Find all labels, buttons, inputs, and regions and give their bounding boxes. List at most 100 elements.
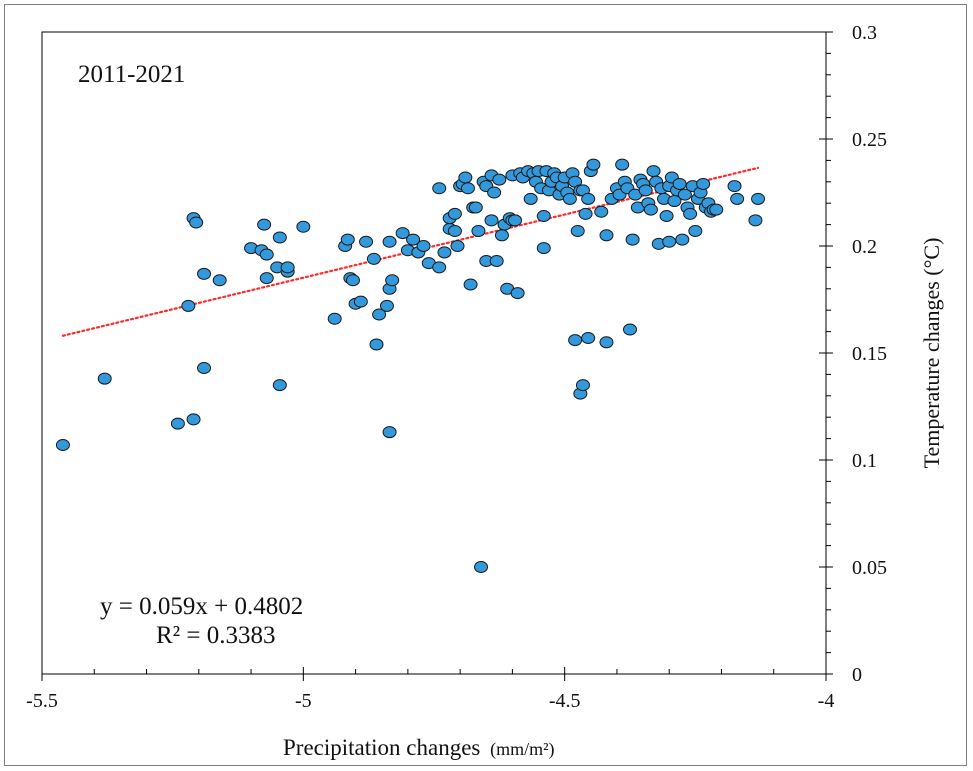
y-tick-label: 0 [852, 664, 862, 686]
data-point [599, 336, 614, 349]
data-point [197, 361, 212, 374]
x-axis-label: Precipitation changes (mm/m²) [283, 735, 555, 760]
data-point [345, 274, 360, 287]
data-point [458, 171, 473, 184]
data-point [280, 261, 295, 274]
data-point [709, 203, 724, 216]
data-point [296, 220, 311, 233]
data-point [615, 158, 630, 171]
data-point [197, 267, 212, 280]
plot-area [41, 31, 827, 675]
data-point [575, 379, 590, 392]
y-tick-label: 0.1 [852, 450, 877, 472]
y-tick-label: 0.25 [852, 129, 887, 151]
data-points [55, 158, 766, 573]
data-point [474, 561, 489, 573]
data-point [272, 379, 287, 392]
data-point [536, 210, 551, 223]
data-point [170, 417, 185, 430]
data-point [586, 158, 601, 171]
data-point [523, 192, 538, 205]
data-point [369, 338, 384, 351]
data-point [382, 426, 397, 439]
data-point [259, 248, 274, 261]
data-point [696, 177, 711, 190]
data-point [340, 233, 355, 246]
data-point [432, 182, 447, 195]
data-point [688, 225, 703, 238]
y-tick-label: 0.3 [852, 22, 877, 44]
data-point [181, 299, 196, 312]
y-axis-label: Temperature changes (°C) [919, 238, 944, 469]
data-point [189, 216, 204, 229]
x-tick-label: -4.5 [549, 690, 581, 712]
data-point [672, 177, 687, 190]
data-point [327, 312, 342, 325]
chart-title: 2011-2021 [78, 61, 185, 88]
data-point [492, 173, 507, 186]
data-point [659, 210, 674, 223]
trendline-equation: y = 0.059x + 0.4802 [100, 593, 303, 620]
y-tick-label: 0.15 [852, 343, 887, 365]
data-point [460, 182, 475, 195]
data-point [581, 332, 596, 345]
x-tick-label: -4 [818, 690, 835, 712]
data-point [683, 207, 698, 220]
x-tick-label: -5.5 [26, 690, 58, 712]
data-point [416, 240, 431, 252]
data-point [625, 233, 640, 246]
data-point [186, 413, 201, 426]
y-tick-label: 0.05 [852, 557, 887, 579]
data-point [353, 295, 368, 308]
x-axis-label-unit: (mm/m²) [490, 739, 554, 760]
data-point [662, 235, 677, 248]
x-axis-label-text: Precipitation changes [283, 735, 480, 760]
data-point [437, 246, 452, 259]
data-point [257, 218, 272, 231]
data-point [510, 287, 525, 300]
data-point [489, 254, 504, 267]
data-point [395, 227, 410, 240]
data-point [484, 214, 499, 227]
data-point [272, 231, 287, 244]
data-point [359, 235, 374, 248]
x-tick-label: -5 [295, 690, 312, 712]
data-point [581, 192, 596, 205]
data-point [562, 192, 577, 205]
data-point [372, 308, 387, 321]
data-point [623, 323, 637, 336]
data-point [447, 207, 462, 220]
data-point [55, 439, 70, 452]
data-point [730, 192, 745, 205]
data-point [468, 201, 483, 214]
data-point [751, 192, 766, 205]
data-point [97, 372, 112, 385]
data-point [432, 261, 447, 274]
x-axis: -5.5 -5 -4.5 -4 [26, 667, 834, 712]
data-point [450, 240, 465, 252]
data-point [677, 188, 692, 201]
data-point [748, 214, 763, 227]
data-point [366, 252, 381, 265]
data-point [536, 242, 551, 255]
data-point [570, 225, 585, 238]
data-point [646, 165, 661, 178]
data-point [379, 299, 394, 312]
data-point [487, 186, 502, 199]
data-point [494, 229, 509, 242]
data-point [727, 180, 742, 193]
data-point [675, 233, 690, 246]
data-point [643, 203, 658, 216]
data-point [638, 184, 653, 197]
y-axis: 0 0.05 0.1 0.15 0.2 0.25 0.3 [819, 22, 887, 686]
data-point [259, 272, 274, 285]
data-point [568, 334, 583, 347]
chart-frame [4, 4, 967, 766]
data-point [463, 278, 478, 291]
data-point [385, 274, 400, 287]
data-point [594, 205, 609, 218]
data-point [578, 207, 593, 220]
data-point [447, 225, 462, 238]
data-point [382, 235, 397, 248]
